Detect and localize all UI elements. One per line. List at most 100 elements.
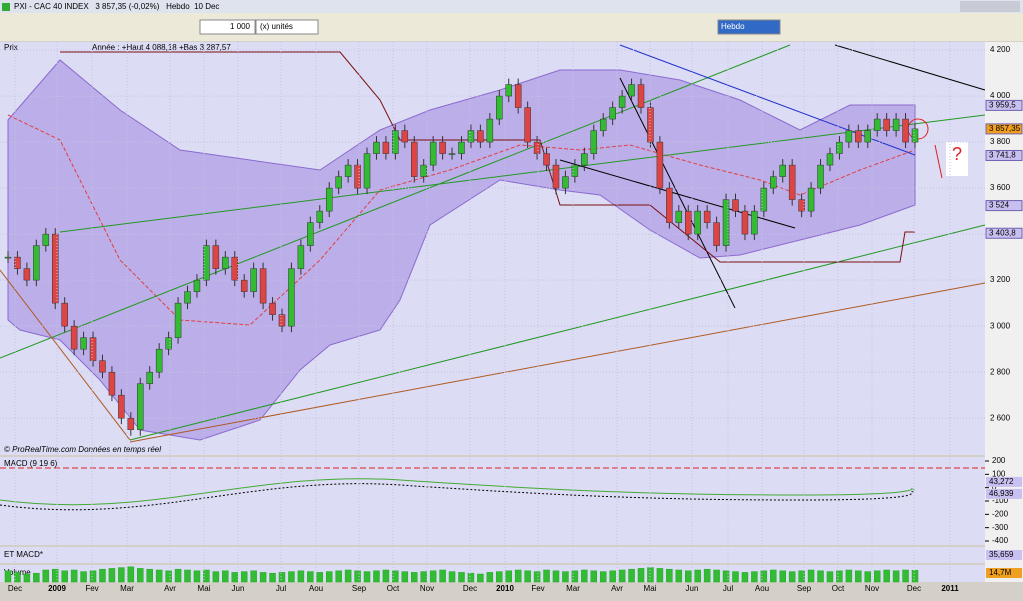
candle xyxy=(99,360,106,373)
y-tick-label: 2 800 xyxy=(990,367,1011,376)
quantity-input[interactable] xyxy=(199,19,256,35)
period-select[interactable] xyxy=(717,19,781,35)
volume-bar xyxy=(108,568,116,583)
candle xyxy=(779,164,786,177)
candle xyxy=(902,118,909,143)
candle xyxy=(581,153,588,166)
x-tick-label: Nov xyxy=(420,584,434,593)
candle xyxy=(892,118,900,131)
candle xyxy=(770,176,777,189)
y-tick-label: -400 xyxy=(992,536,1009,545)
candle xyxy=(429,141,437,166)
candle xyxy=(307,222,314,246)
candle xyxy=(477,130,484,143)
candle xyxy=(203,245,210,281)
x-tick-label: Mar xyxy=(120,584,134,593)
panel-title: ET MACD* xyxy=(4,550,43,559)
candle xyxy=(524,107,531,143)
volume-bar xyxy=(543,569,550,583)
macd-panel xyxy=(0,457,985,545)
candle xyxy=(278,314,286,327)
volume-bar xyxy=(118,567,125,583)
candle xyxy=(703,210,711,223)
candle xyxy=(439,141,446,154)
candle xyxy=(543,153,550,166)
candle xyxy=(751,210,758,235)
volume-bar xyxy=(137,568,144,583)
candle xyxy=(231,256,238,281)
unit-select[interactable] xyxy=(255,19,319,35)
candle xyxy=(61,302,68,327)
quantity: 1 000 xyxy=(230,22,251,31)
y-tick-label: -200 xyxy=(992,509,1009,518)
volume-bar xyxy=(23,573,31,583)
volume-bar xyxy=(571,570,579,583)
volume-marker xyxy=(986,568,1022,578)
x-tick-label: Jun xyxy=(686,584,699,593)
candle xyxy=(628,84,635,97)
title-bar xyxy=(0,0,1023,13)
volume-bar xyxy=(174,568,182,583)
candle xyxy=(514,84,522,108)
candle xyxy=(80,337,87,350)
volume-bar xyxy=(524,570,531,583)
price-marker xyxy=(985,123,1023,135)
volume-bar xyxy=(666,568,673,583)
window-buttons[interactable] xyxy=(960,1,1020,12)
candle xyxy=(165,337,172,350)
x-tick-label: Avr xyxy=(611,584,623,593)
volume-bar xyxy=(70,569,78,583)
x-tick-label: 2011 xyxy=(941,584,959,593)
candle xyxy=(146,371,153,384)
candle xyxy=(4,256,12,259)
etmacd-panel xyxy=(0,547,985,563)
candle xyxy=(401,130,409,143)
volume-bar xyxy=(222,570,229,583)
app-icon xyxy=(2,3,10,11)
candle xyxy=(883,118,890,131)
candle xyxy=(552,164,560,189)
candle xyxy=(344,164,352,177)
price-marker xyxy=(985,149,1023,161)
candle xyxy=(155,348,163,373)
volume-bar xyxy=(259,572,267,583)
macd-line xyxy=(0,478,916,506)
volume-bar xyxy=(599,571,607,583)
source: © ProRealTime.com Données en temps réel xyxy=(4,445,161,454)
volume-bar xyxy=(760,570,768,583)
volume-bar xyxy=(146,568,153,583)
candle xyxy=(675,210,683,223)
candle xyxy=(174,302,182,338)
volume-bar xyxy=(212,571,220,583)
panel-title: MACD (9 19 6) xyxy=(4,459,58,468)
candle xyxy=(212,245,220,269)
candle xyxy=(382,141,390,154)
volume-bar xyxy=(33,572,40,583)
candle xyxy=(467,130,475,143)
volume-bar xyxy=(770,569,777,583)
price-marker-label: 3 403,8 xyxy=(989,228,1016,237)
candle xyxy=(656,141,664,189)
x-tick-label: Dec xyxy=(8,584,22,593)
candle xyxy=(533,141,541,154)
macd-marker xyxy=(986,488,1022,499)
x-tick-label: Mai xyxy=(644,584,657,593)
volume-bar xyxy=(779,570,786,583)
volume-bar xyxy=(231,572,238,583)
macd-marker-label: 43,272 xyxy=(989,477,1014,486)
volume-bar xyxy=(713,569,720,583)
y-tick-label: 4 200 xyxy=(990,45,1011,54)
volume-bar xyxy=(80,571,87,583)
candle xyxy=(685,210,692,235)
volume-label: 14,7M xyxy=(989,568,1012,577)
candle xyxy=(70,325,78,350)
volume-bar xyxy=(817,570,824,583)
x-tick-label: Fev xyxy=(85,584,98,593)
volume-bar xyxy=(911,569,919,583)
candle xyxy=(137,383,144,430)
window-title: PXI - CAC 40 INDEX 3 857,35 (-0,02%) Heb… xyxy=(14,2,219,11)
candle xyxy=(42,233,50,246)
x-tick-label: Sep xyxy=(352,584,367,593)
volume-bar xyxy=(307,571,314,583)
